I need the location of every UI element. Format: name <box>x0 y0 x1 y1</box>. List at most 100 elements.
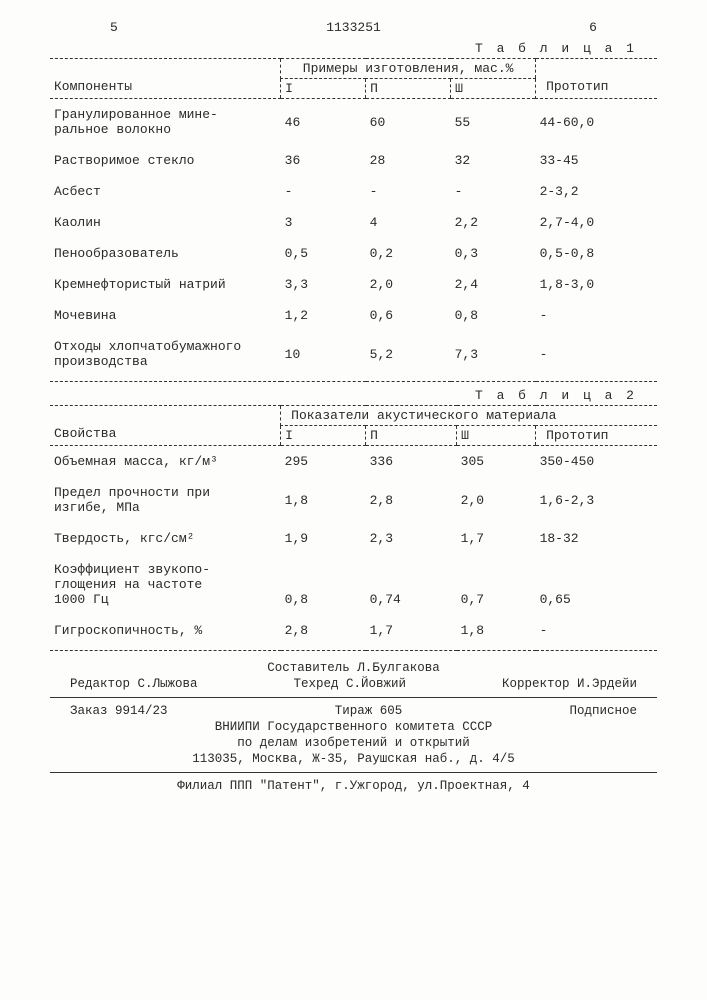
cell-v1: 36 <box>281 145 366 176</box>
table-row: Предел прочности приизгибе, МПа 1,8 2,8 … <box>50 477 657 523</box>
cell-proto: 18-32 <box>536 523 657 554</box>
table-row: Гигроскопичность, % 2,8 1,7 1,8 - <box>50 615 657 646</box>
cell-v3: 2,4 <box>451 269 536 300</box>
cell-v2: 0,6 <box>366 300 451 331</box>
cell-v1: 295 <box>281 446 366 478</box>
cell-v2: 2,0 <box>366 269 451 300</box>
cell-name: Асбест <box>50 176 281 207</box>
cell-v3: 55 <box>451 99 536 146</box>
cell-name: Каолин <box>50 207 281 238</box>
cell-proto: 1,8-3,0 <box>536 269 657 300</box>
table-row: Растворимое стекло 36 28 32 33-45 <box>50 145 657 176</box>
page-left-num: 5 <box>110 20 118 35</box>
table2-subcol-3: Ш <box>457 426 536 446</box>
cell-v3: - <box>451 176 536 207</box>
cell-name: Коэффициент звукопо-глощения на частоте1… <box>50 554 281 615</box>
cell-name: Твердость, кгс/см² <box>50 523 281 554</box>
footer-addr1: 113035, Москва, Ж-35, Раушская наб., д. … <box>50 752 657 766</box>
table-row: Коэффициент звукопо-глощения на частоте1… <box>50 554 657 615</box>
footer-org2: по делам изобретений и открытий <box>50 736 657 750</box>
cell-v3: 0,7 <box>457 554 536 615</box>
table1-col-prototype: Прототип <box>536 59 657 99</box>
footer-addr2: Филиал ППП "Патент", г.Ужгород, ул.Проек… <box>50 779 657 793</box>
page-right-num: 6 <box>589 20 597 35</box>
table-row: Объемная масса, кг/м³ 295 336 305 350-45… <box>50 446 657 478</box>
cell-proto: - <box>536 300 657 331</box>
cell-v1: 1,9 <box>281 523 366 554</box>
cell-name: Кремнефтористый натрий <box>50 269 281 300</box>
cell-v3: 2,2 <box>451 207 536 238</box>
table-row: Гранулированное мине-ральное волокно 46 … <box>50 99 657 146</box>
footer-compiler: Составитель Л.Булгакова <box>50 661 657 675</box>
document-footer: Составитель Л.Булгакова Редактор С.Лыжов… <box>50 661 657 793</box>
table-row: Пенообразователь 0,5 0,2 0,3 0,5-0,8 <box>50 238 657 269</box>
cell-v1: 3,3 <box>281 269 366 300</box>
footer-subscr: Подписное <box>569 704 637 718</box>
cell-proto: 2,7-4,0 <box>536 207 657 238</box>
table2: Свойства Показатели акустического матери… <box>50 405 657 651</box>
cell-proto: 0,65 <box>536 554 657 615</box>
cell-name: Мочевина <box>50 300 281 331</box>
cell-v3: 2,0 <box>457 477 536 523</box>
cell-proto: - <box>536 331 657 377</box>
table2-subcol-1: I <box>281 426 366 446</box>
cell-name: Объемная масса, кг/м³ <box>50 446 281 478</box>
table1-subcol-3: Ш <box>451 79 536 99</box>
cell-v3: 305 <box>457 446 536 478</box>
cell-proto: 33-45 <box>536 145 657 176</box>
table2-subcol-2: П <box>366 426 457 446</box>
cell-proto: 350-450 <box>536 446 657 478</box>
footer-tehred: Техред С.Йовжий <box>293 677 406 691</box>
table1-col-components: Компоненты <box>50 59 281 99</box>
cell-v3: 0,8 <box>451 300 536 331</box>
cell-v2: 28 <box>366 145 451 176</box>
table2-label: Т а б л и ц а 2 <box>50 388 657 403</box>
cell-v2: 2,8 <box>366 477 457 523</box>
cell-v2: 60 <box>366 99 451 146</box>
cell-name: Отходы хлопчатобумажногопроизводства <box>50 331 281 377</box>
table-row: Мочевина 1,2 0,6 0,8 - <box>50 300 657 331</box>
cell-name: Пенообразователь <box>50 238 281 269</box>
cell-v1: 0,8 <box>281 554 366 615</box>
table-row: Каолин 3 4 2,2 2,7-4,0 <box>50 207 657 238</box>
cell-v3: 0,3 <box>451 238 536 269</box>
cell-v3: 1,8 <box>457 615 536 646</box>
cell-v1: 46 <box>281 99 366 146</box>
cell-v2: 0,74 <box>366 554 457 615</box>
cell-v2: 4 <box>366 207 451 238</box>
cell-v2: 0,2 <box>366 238 451 269</box>
table1-subcol-1: I <box>281 79 366 99</box>
table1: Компоненты Примеры изготовления, мас.% П… <box>50 58 657 382</box>
cell-proto: 1,6-2,3 <box>536 477 657 523</box>
cell-v1: 0,5 <box>281 238 366 269</box>
footer-order: Заказ 9914/23 <box>70 704 168 718</box>
cell-v2: 336 <box>366 446 457 478</box>
cell-v1: 2,8 <box>281 615 366 646</box>
cell-name: Гранулированное мине-ральное волокно <box>50 99 281 146</box>
table1-label: Т а б л и ц а 1 <box>50 41 657 56</box>
table-row: Кремнефтористый натрий 3,3 2,0 2,4 1,8-3… <box>50 269 657 300</box>
table2-col-indicators: Показатели акустического материала <box>281 406 657 426</box>
table-row: Асбест - - - 2-3,2 <box>50 176 657 207</box>
footer-org1: ВНИИПИ Государственного комитета СССР <box>50 720 657 734</box>
cell-v3: 32 <box>451 145 536 176</box>
table2-subcol-proto: Прототип <box>536 426 657 446</box>
cell-v2: 5,2 <box>366 331 451 377</box>
cell-v2: 1,7 <box>366 615 457 646</box>
cell-name: Растворимое стекло <box>50 145 281 176</box>
cell-v3: 1,7 <box>457 523 536 554</box>
cell-v1: 1,2 <box>281 300 366 331</box>
document-number: 1133251 <box>326 20 381 35</box>
page-header: 5 1133251 6 <box>50 20 657 35</box>
cell-proto: 0,5-0,8 <box>536 238 657 269</box>
footer-editor: Редактор С.Лыжова <box>70 677 198 691</box>
cell-v1: 10 <box>281 331 366 377</box>
cell-name: Гигроскопичность, % <box>50 615 281 646</box>
cell-v2: - <box>366 176 451 207</box>
table2-col-properties: Свойства <box>50 406 281 446</box>
cell-proto: 2-3,2 <box>536 176 657 207</box>
cell-v1: 3 <box>281 207 366 238</box>
table-row: Твердость, кгс/см² 1,9 2,3 1,7 18-32 <box>50 523 657 554</box>
cell-v1: - <box>281 176 366 207</box>
table1-subcol-2: П <box>366 79 451 99</box>
